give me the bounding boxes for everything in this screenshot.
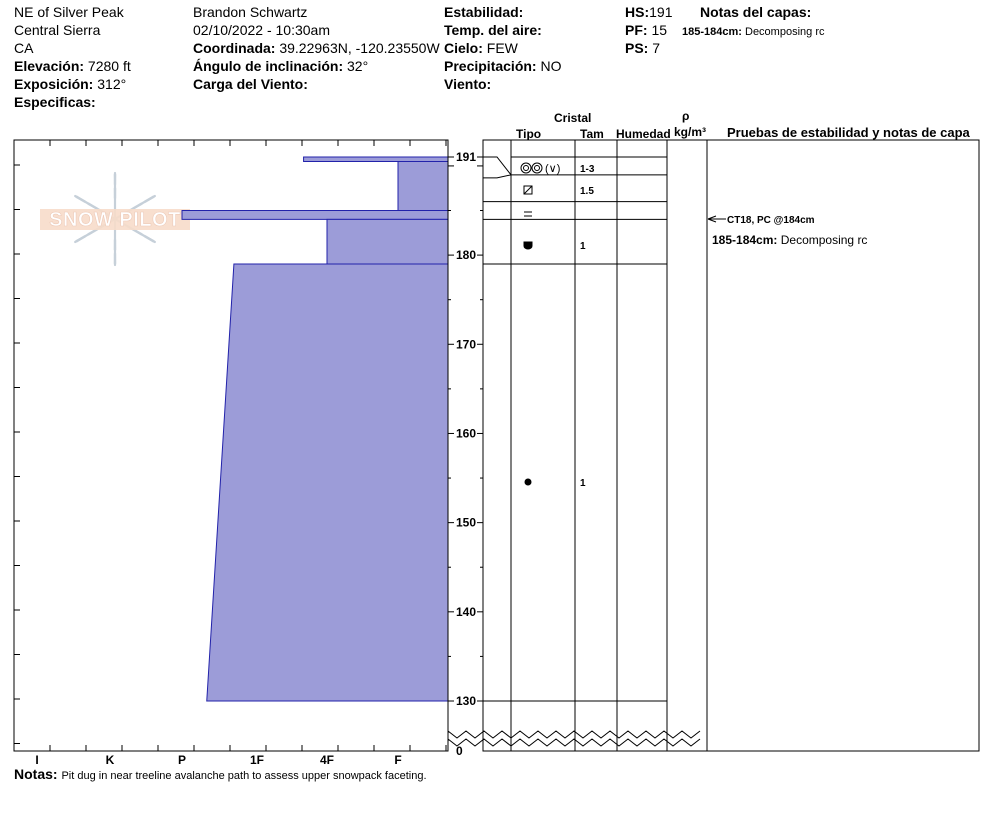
coordinate: Coordinada: 39.22963N, -120.23550W [193,40,440,56]
location: NE of Silver Peak [14,4,124,20]
hardness-chart-frame [13,139,449,752]
decomposing-broken-rounded-icon: (∨) [520,162,560,175]
sky: Cielo: FEW [444,40,518,56]
crust-icon [524,211,532,217]
hardness-segment [303,156,449,162]
hardness-tick-label: 1F [250,753,264,767]
depth-tick-label: 160 [456,426,476,440]
depth-axis: 191 180 170 160 150 140 130 0 [448,150,483,758]
faceted-icon [523,185,533,195]
density-unit-header: kg/m³ [674,125,707,139]
moisture-header: Humedad [616,127,671,141]
state: CA [14,40,34,56]
hardness-tick-label: P [178,753,186,767]
wind-label: Viento: [444,76,492,92]
svg-text:(∨): (∨) [545,163,560,175]
pf: PF: 15 [625,22,668,38]
layer-connector [483,156,512,176]
layer-size: 1 [580,478,586,489]
hardness-axis: I K P 1F 4F F [13,140,447,767]
depth-tick-label: 0 [456,744,463,758]
hardness-segment [326,218,449,265]
layer-note-entry: 185-184cm: Decomposing rc [682,26,825,38]
rho-header: ρ [682,109,690,123]
crystal-header: Cristal [554,111,592,125]
layer-table-frame [482,139,980,752]
depth-tick-label: 170 [456,337,476,351]
hardness-tick-label: 4F [320,753,334,767]
precipitation: Precipitación: NO [444,58,562,74]
depth-tick-label: 180 [456,248,476,262]
hardness-tick-label: I [35,753,38,767]
hardness-segment [181,210,449,220]
stability-test-marker: CT18, PC @184cm 185-184cm: Decomposing r… [707,215,867,247]
rounded-icon [524,478,532,486]
ps: PS: 7 [625,40,661,56]
hardness-segment [397,160,449,212]
layer-size: 1.5 [580,186,594,197]
depth-tick-label: 150 [456,516,476,530]
layer-rows: (∨) 1-3 1.5 1 1 [483,156,667,702]
depth-tick-label: 140 [456,605,476,619]
stability-test-label: CT18, PC @184cm [727,215,815,226]
snowflake-icon [74,171,156,267]
hardness-tick-label: F [394,753,401,767]
layer-notes-title: Notas del capas: [700,4,812,20]
zigzag-line [447,737,701,747]
aspect: Exposición: 312° [14,76,127,92]
logo-text: SNOW PILOT [49,209,181,231]
size-header: Tam [580,127,604,141]
depth-tick-label: 130 [456,694,476,708]
air-temp-label: Temp. del aire: [444,22,542,38]
stability-layer-note: 185-184cm: Decomposing rc [712,233,867,247]
specifics-label: Especificas: [14,94,96,110]
slope-angle: Ángulo de inclinación: 32° [193,58,369,74]
wind-load-label: Carga del Viento: [193,76,308,92]
layer-connector [483,174,512,179]
elevation: Elevación: 7280 ft [14,58,131,74]
hardness-tick-label: K [106,753,115,767]
snowpilot-logo: SNOW PILOT [40,171,190,267]
depth-tick-label: 191 [456,150,476,164]
hardness-segment [206,263,449,702]
hardness-profile [181,156,449,702]
layer-size: 1-3 [580,164,595,175]
footer-notes: Notas: Pit dug in near treeline avalanch… [14,766,427,782]
layer-size: 1 [580,241,586,252]
zigzag-line [447,729,701,739]
hs: HS:191 [625,4,673,20]
datetime: 02/10/2022 - 10:30am [193,22,330,38]
range: Central Sierra [14,22,101,38]
observer: Brandon Schwartz [193,4,308,20]
type-header: Tipo [516,127,542,141]
depth-break-zigzag [447,729,701,747]
melt-form-icon [523,240,533,250]
tests-header: Pruebas de estabilidad y notas de capa [727,125,970,140]
stability-label: Estabilidad: [444,4,524,20]
